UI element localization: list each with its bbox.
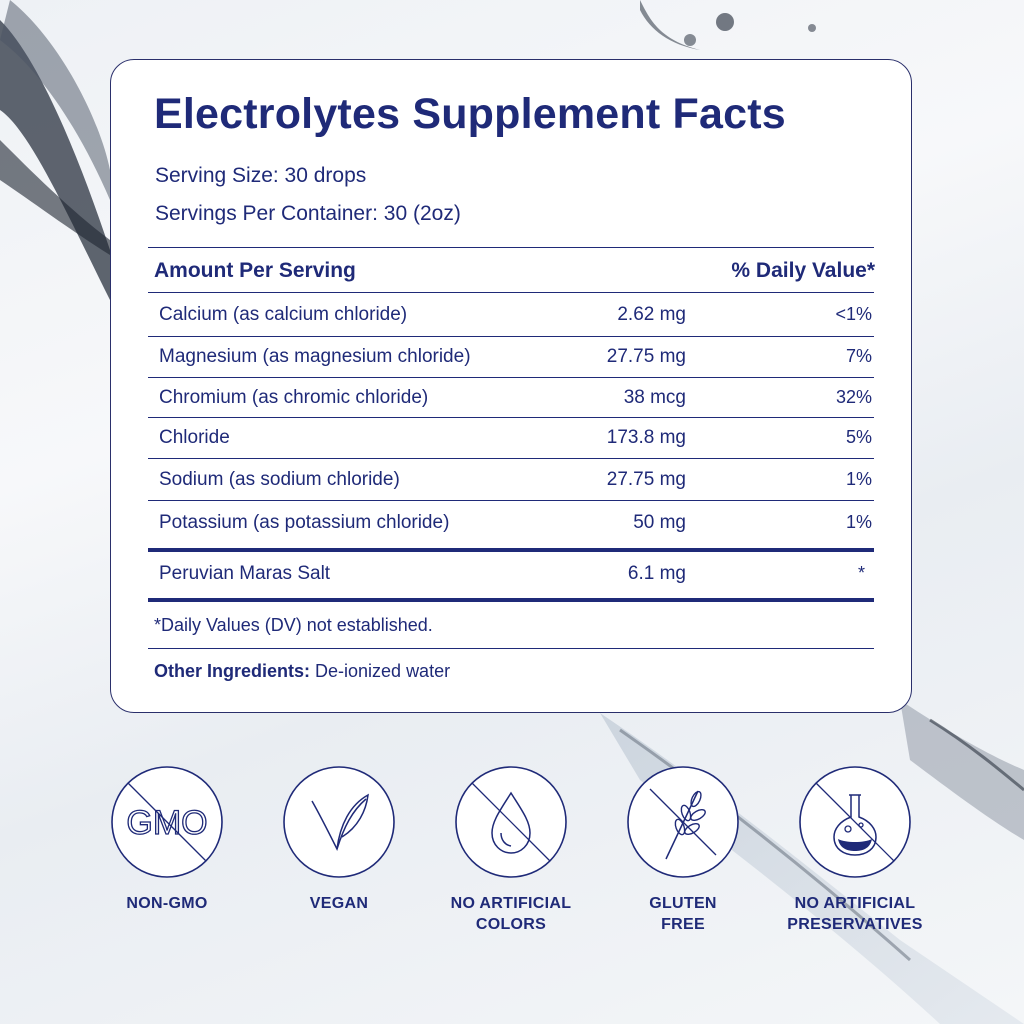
table-row: Sodium (as sodium chloride) 27.75 mg 1% [148, 461, 874, 501]
non-gmo-icon: GMO [110, 765, 224, 879]
thick-divider [148, 548, 874, 552]
nutrient-name: Magnesium (as magnesium chloride) [159, 346, 471, 367]
divider [148, 500, 874, 501]
divider [148, 247, 874, 248]
no-artificial-colors-drop-icon [454, 765, 568, 879]
nutrient-amount: 2.62 mg [617, 304, 686, 325]
badge-vegan: VEGAN [259, 765, 419, 914]
nutrient-name: Sodium (as sodium chloride) [159, 469, 400, 490]
table-row: Magnesium (as magnesium chloride) 27.75 … [148, 338, 874, 378]
divider [148, 417, 874, 418]
table-row: Chloride 173.8 mg 5% [148, 419, 874, 459]
other-ingredients-value: De-ionized water [310, 661, 451, 681]
serving-size: Serving Size: 30 drops [155, 164, 367, 187]
nutrient-name: Calcium (as calcium chloride) [159, 304, 408, 325]
badge-label: GLUTEN [649, 895, 717, 912]
no-preservatives-flask-icon [798, 765, 912, 879]
nutrient-dv: 1% [845, 469, 872, 489]
nutrient-name: Peruvian Maras Salt [159, 563, 331, 584]
nutrient-dv: 7% [845, 346, 872, 366]
divider [148, 292, 874, 293]
thick-divider [148, 598, 874, 602]
dv-note: *Daily Values (DV) not established. [154, 615, 433, 635]
nutrient-dv: 1% [845, 512, 872, 532]
nutrient-amount: 27.75 mg [606, 346, 686, 367]
servings-per-container: Servings Per Container: 30 (2oz) [155, 202, 461, 225]
gmo-icon-text: GMO [126, 804, 207, 842]
table-row: Calcium (as calcium chloride) 2.62 mg <1… [148, 296, 874, 336]
nutrient-name: Chromium (as chromic chloride) [159, 387, 429, 408]
badge-label: FREE [661, 916, 705, 933]
nutrient-amount: 50 mg [633, 512, 686, 533]
badge-label: COLORS [475, 916, 547, 933]
nutrient-dv: 5% [845, 427, 872, 447]
nutrient-amount: 38 mcg [623, 387, 686, 408]
badge-label: VEGAN [309, 895, 369, 912]
nutrient-dv: <1% [835, 304, 872, 324]
table-row: Chromium (as chromic chloride) 38 mcg 32… [148, 379, 874, 419]
badge-label: PRESERVATIVES [787, 916, 923, 933]
badge-no-artificial-preservatives: NO ARTIFICIAL PRESERVATIVES [775, 765, 935, 935]
nutrient-name: Potassium (as potassium chloride) [159, 512, 450, 533]
nutrient-amount: 6.1 mg [627, 563, 686, 584]
panel-title: Electrolytes Supplement Facts [154, 90, 786, 138]
nutrient-amount: 27.75 mg [606, 469, 686, 490]
divider [148, 458, 874, 459]
nutrient-dv: 32% [835, 387, 872, 407]
gluten-free-wheat-icon [626, 765, 740, 879]
divider [148, 336, 874, 337]
divider [148, 648, 874, 649]
badge-gluten-free: GLUTEN FREE [603, 765, 763, 935]
nutrient-dv: * [857, 563, 865, 583]
other-ingredients-label: Other Ingredients: [154, 661, 311, 681]
nutrient-name: Chloride [159, 427, 230, 448]
table-row: Potassium (as potassium chloride) 50 mg … [148, 504, 874, 544]
badge-no-artificial-colors: NO ARTIFICIAL COLORS [431, 765, 591, 935]
header-daily-value: % Daily Value* [731, 259, 875, 282]
other-ingredients: Other Ingredients: De-ionized water [154, 661, 450, 682]
nutrient-amount: 173.8 mg [606, 427, 686, 448]
badge-label: NON-GMO [126, 895, 208, 912]
header-amount-per-serving: Amount Per Serving [154, 259, 356, 282]
badge-label: NO ARTIFICIAL [794, 895, 916, 912]
divider [148, 377, 874, 378]
badge-non-gmo: GMO NON-GMO [87, 765, 247, 914]
vegan-leaf-icon [282, 765, 396, 879]
table-row: Peruvian Maras Salt 6.1 mg * [148, 555, 874, 595]
supplement-facts-panel: Electrolytes Supplement Facts Serving Si… [110, 59, 912, 713]
badge-label: NO ARTIFICIAL [450, 895, 572, 912]
